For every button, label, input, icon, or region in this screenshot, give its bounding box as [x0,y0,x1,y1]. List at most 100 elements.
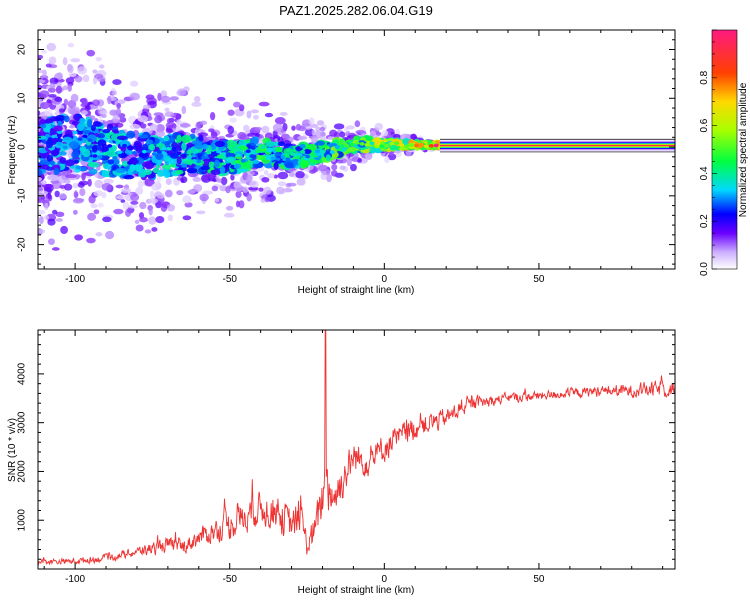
spectrogram-ridge-peak [315,149,321,153]
spectrogram-scatter-blob [134,219,140,224]
spectrogram-scatter-blob [140,123,147,129]
spectrogram-scatter-blob [70,106,81,115]
spectrogram-scatter-blob [65,77,75,84]
spectrogram-scatter-blob [264,196,270,203]
spectrogram-scatter-blob [86,49,96,57]
spectrogram-ridge-peak [423,144,429,149]
spectrogram-core-blob [52,148,60,156]
snr-panel: -100 -50 0 50 1000 2000 3000 4000 Height of st… [7,329,676,596]
spectrogram-ridge-peak [141,149,147,154]
spectrogram-core-blob [252,162,264,169]
spectrogram-core-blob [53,125,63,132]
spectrogram-scatter-blob [73,198,85,202]
spectrogram-scatter-blob [254,126,262,131]
spectrogram-scatter-blob [216,178,222,183]
spectrogram-ridge-peak [52,137,58,142]
spectrogram-scatter-blob [135,187,144,195]
spectrogram-scatter-blob [65,173,77,179]
spectrogram-scatter-blob [44,202,49,211]
spectrogram-scatter-blob [154,115,163,124]
y-tick-label: 4000 [17,362,28,385]
spectrogram-core-blob [155,160,162,165]
spectrogram-ridge-peak [349,142,355,147]
spectrogram-scatter-blob [176,190,184,196]
spectrogram-ridge-peak [433,143,439,148]
spectrogram-scatter-blob [87,178,92,187]
spectrogram-scatter-blob [90,203,98,209]
spectrogram-ridge-peak [47,137,53,141]
spectrogram-core-blob [116,135,128,141]
spectrogram-scatter-blob [199,193,209,202]
snr-y-ticks: 1000 2000 3000 4000 [17,334,675,560]
spectrogram-scatter-blob [115,107,122,117]
spectrogram-ridge-peak [270,156,276,161]
spectrogram-scatter-blob [272,129,278,139]
spectrogram-scatter-blob [58,108,66,113]
spectrogram-scatter-blob [144,229,152,234]
spectrogram-core-blob [99,146,110,152]
spectrogram-ridge-peak [161,146,167,151]
spectrogram-scatter-blob [211,185,219,192]
spectrogram-ridge-peak [225,157,231,161]
spectrogram-ridge-peak [131,151,137,155]
spectrogram-scatter-blob [67,83,73,92]
spectrogram-scatter-blob [331,163,338,171]
spectrogram-scatter-blob [101,182,112,191]
spectrogram-core-blob [315,140,325,146]
spectrogram-ridge-peak [359,142,365,146]
spectrogram-core-blob [76,122,85,132]
spectrogram-scatter-blob [58,175,67,184]
spectrogram-core-blob [186,149,192,155]
spectrogram-scatter-blob [63,183,73,191]
spectrogram-core-blob [163,135,170,142]
spectrogram-core-blob [144,161,154,170]
spectrogram-scatter-blob [295,171,305,179]
spectrogram-scatter-blob [286,182,297,187]
spectrogram-core-blob [79,117,86,124]
spectrogram-core-blob [154,152,164,160]
y-tick-label: 1000 [17,509,28,532]
spectrogram-scatter-blob [88,195,96,204]
spectrogram-scatter-blob [120,199,126,203]
spectrogram-ridge-peak [245,149,251,154]
spectrogram-core-blob [208,161,214,168]
spectrogram-core-blob [249,154,256,159]
spectrogram-core-blob [136,168,146,173]
spectrogram-core-blob [108,146,116,153]
spectrogram-scatter-blob [184,202,193,208]
spectrogram-ridge-peak [310,152,316,156]
spectrogram-scatter-blob [42,69,47,77]
colorbar-gradient [711,29,738,270]
spectrogram-ridge-peak [82,134,88,139]
spectrogram-ridge-peak [72,130,78,135]
spectrogram-scatter-blob [54,190,60,198]
spectrogram-scatter-blob [160,203,168,212]
spectrogram-scatter-blob [43,215,50,221]
spectrogram-scatter-blob [129,80,139,87]
spectrogram-scatter-blob [47,87,56,93]
spectrogram-scatter-blob [179,123,191,128]
spectrogram-scatter-blob [45,63,52,68]
spectrogram-ridge-peak [265,156,271,160]
spectrogram-ridge-peak [344,144,350,148]
spectrogram-scatter-blob [242,186,249,193]
spectrogram-core-blob [138,134,148,139]
spectrogram-ridge-peak [240,159,246,163]
spectrogram-ridge-peak [413,143,419,148]
colorbar-tick-label: 0.0 [699,262,710,276]
spectrogram-scatter-blob [95,57,102,62]
spectrogram-scatter-blob [243,124,250,132]
spectrogram-scatter-blob [102,216,112,223]
spectrogram-scatter-blob [220,176,228,186]
spectrogram-core-blob [306,143,318,150]
spectrogram-core-blob [389,144,398,151]
spectrogram-scatter-blob [227,125,235,135]
spectrogram-ridge-peak [166,147,172,151]
spectrogram-scatter-blob [277,171,289,180]
spectrogram-scatter-blob [68,72,77,78]
spectrogram-scatter-blob [38,215,44,225]
spectrogram-ridge-peak [319,149,325,154]
spectrogram-scatter-blob [217,96,226,102]
spectrogram-ridge-peak [221,162,227,166]
colorbar: 0.0 0.2 0.4 0.6 0.8 Normalized spectral ampl… [699,29,749,276]
